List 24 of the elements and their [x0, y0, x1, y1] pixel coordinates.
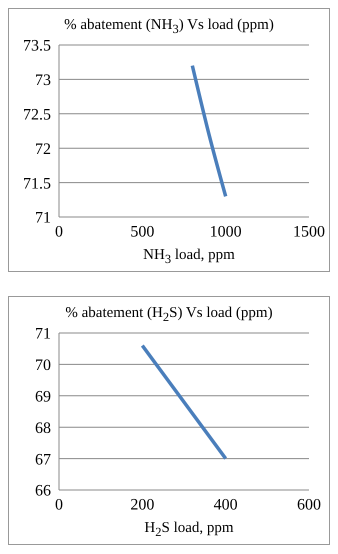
y-tick-label: 69: [35, 388, 51, 406]
x-axis-title: NH$_{3}$ load, ppm: [142, 247, 236, 267]
y-tick-label: 71: [35, 326, 51, 343]
y-tick-label: 70: [35, 357, 51, 374]
y-tick-label: 67: [35, 451, 51, 468]
x-tick-label: 0: [55, 223, 63, 240]
x-tick-label: 400: [214, 496, 238, 514]
x-tick-label: 600: [297, 496, 321, 514]
y-tick-label: 71: [35, 210, 51, 227]
x-tick-label: 0: [55, 496, 63, 514]
y-tick-label: 72: [35, 140, 51, 158]
y-tick-label: 72.5: [23, 106, 51, 124]
y-tick-label: 71.5: [23, 175, 51, 192]
y-tick-label: 73.5: [23, 38, 51, 55]
x-tick-label: 1500: [293, 223, 325, 240]
x-axis-title: H$_{2}$S load, ppm: [143, 520, 235, 540]
x-tick-label: 500: [130, 223, 154, 240]
y-tick-label: 68: [35, 420, 51, 437]
chart-title: % abatement (NH$_{3}$) Vs load (ppm): [63, 17, 275, 37]
chart-title: % abatement (H$_{2}$S) Vs load (ppm): [64, 305, 274, 325]
x-tick-label: 1000: [210, 223, 242, 240]
y-tick-label: 73: [35, 72, 51, 90]
y-tick-label: 66: [35, 482, 51, 500]
x-tick-label: 200: [130, 496, 154, 514]
